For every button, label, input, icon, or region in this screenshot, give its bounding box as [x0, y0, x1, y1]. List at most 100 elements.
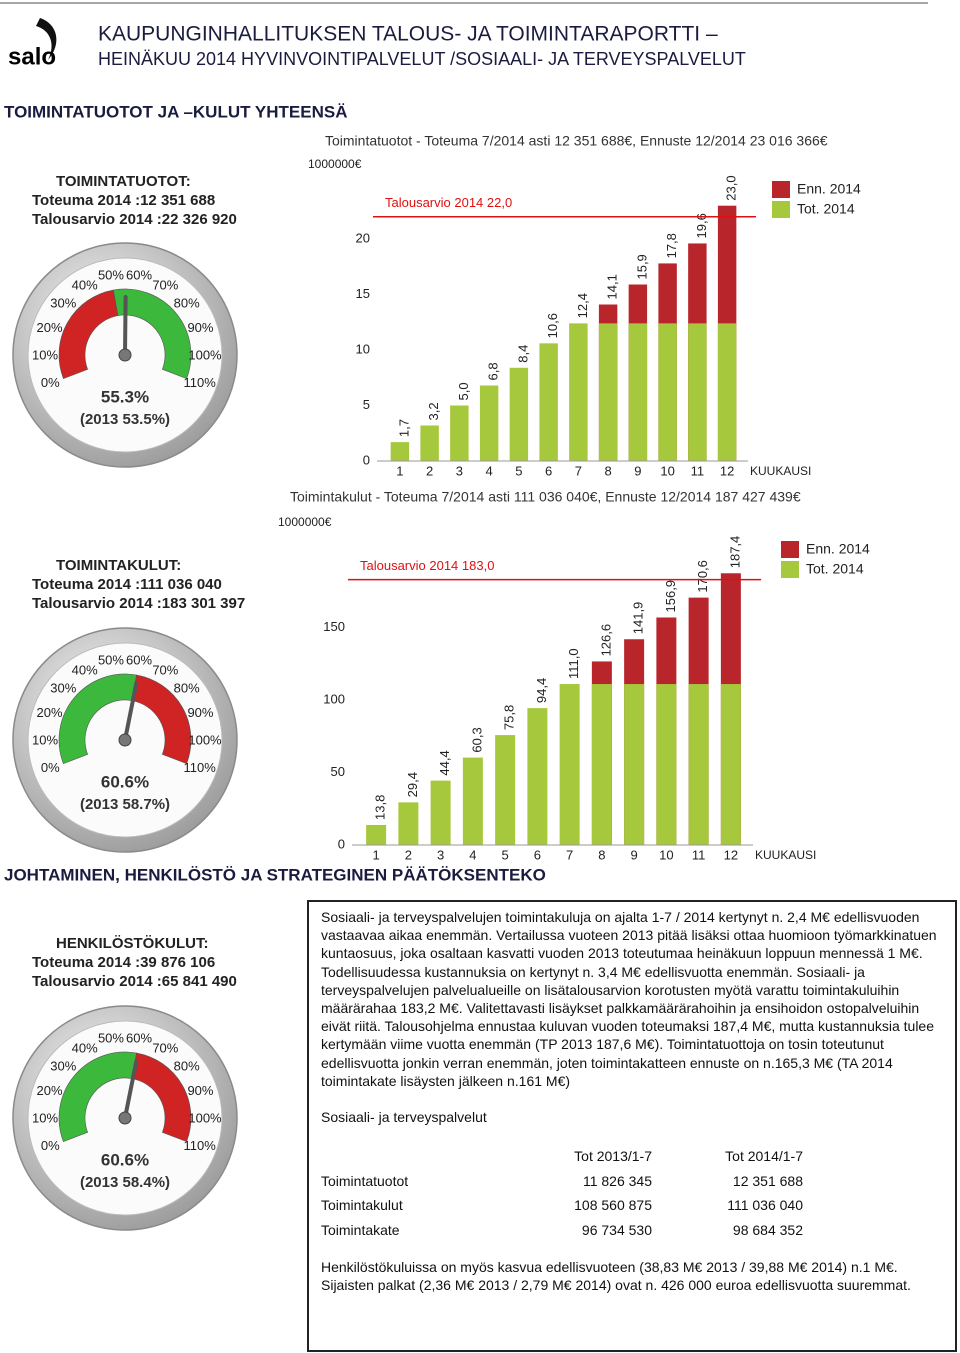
- gauge-needle: [123, 295, 128, 357]
- gauge-tick-label: 40%: [72, 1040, 98, 1055]
- cell: 111 036 040: [727, 1197, 803, 1214]
- gauge-tick-label: 20%: [37, 1083, 63, 1098]
- unit-label: 1000000€: [278, 515, 332, 529]
- x-tick-label: 3: [437, 847, 444, 862]
- value-label: 6,8: [486, 362, 501, 380]
- gauge-value: 55.3%: [101, 387, 149, 406]
- value-label: 29,4: [405, 772, 420, 797]
- value-label: 19,6: [694, 213, 709, 238]
- value-label: 111,0: [566, 648, 581, 679]
- bar: [656, 684, 677, 845]
- gauge-tick-label: 50%: [98, 268, 124, 283]
- value-label: 14,1: [605, 274, 620, 299]
- bar: [559, 684, 580, 845]
- gauge-tick-label: 110%: [184, 760, 217, 775]
- value-label: 17,8: [664, 233, 679, 258]
- gauge-tick-label: 30%: [50, 681, 76, 696]
- value-label: 170,6: [695, 560, 710, 593]
- value-label: 15,9: [634, 254, 649, 279]
- gauge-tick-label: 110%: [184, 375, 217, 390]
- gauge-tick-label: 0%: [41, 1138, 60, 1153]
- bar: [509, 367, 529, 461]
- report-title: KAUPUNGINHALLITUKSEN TALOUS- JA TOIMINTA…: [98, 23, 718, 46]
- x-tick-label: 1: [396, 463, 403, 478]
- budget-label: Talousarvio 2014 183,0: [360, 558, 494, 573]
- gauge-previous: (2013 58.7%): [80, 796, 170, 813]
- report-subtitle: HEINÄKUU 2014 HYVINVOINTIPALVELUT /SOSIA…: [98, 49, 746, 69]
- x-tick-label: 4: [486, 463, 493, 478]
- column-header: Tot 2014/1-7: [725, 1148, 803, 1165]
- x-tick-label: 11: [691, 463, 705, 478]
- gauge-tick-label: 90%: [187, 1083, 213, 1098]
- x-tick-label: 6: [534, 847, 541, 862]
- row-label: Toimintakate: [321, 1221, 400, 1238]
- y-tick-label: 15: [356, 286, 370, 301]
- y-tick-label: 0: [363, 452, 370, 467]
- legend-swatch: [772, 181, 790, 198]
- value-label: 60,3: [469, 727, 484, 752]
- paragraph: Sosiaali- ja terveyspalvelut: [321, 1109, 487, 1126]
- gauge-tick-label: 10%: [32, 348, 58, 363]
- cell: 98 684 352: [732, 1221, 803, 1238]
- paragraph: Sosiaali- ja terveyspalvelujen toimintak…: [321, 909, 937, 1089]
- y-tick-label: 150: [323, 619, 345, 634]
- gauge-tick-label: 30%: [50, 1059, 76, 1074]
- x-tick-label: 5: [515, 463, 522, 478]
- bar: [450, 405, 469, 461]
- bar: [591, 684, 612, 845]
- bar: [569, 323, 588, 461]
- legend-label: Tot. 2014: [797, 201, 855, 217]
- bar: [495, 735, 516, 845]
- gauge-tick-label: 80%: [174, 1059, 200, 1074]
- bar: [462, 757, 483, 845]
- gauge-tick-label: 60%: [126, 268, 152, 283]
- gauge-previous: (2013 53.5%): [80, 411, 170, 428]
- gauge-tick-label: 20%: [37, 705, 63, 720]
- unit-label: 1000000€: [308, 157, 362, 171]
- gauge-band: [131, 1052, 192, 1143]
- gauge-tick-label: 20%: [37, 320, 63, 335]
- needle-cap: [118, 733, 132, 747]
- bar: [720, 684, 741, 845]
- gauge-line: Toteuma 2014 :39 876 106: [32, 954, 215, 971]
- column-header: Tot 2013/1-7: [574, 1148, 652, 1165]
- legend-label: Enn. 2014: [797, 181, 861, 197]
- x-tick-label: 1: [373, 847, 380, 862]
- logo: salo: [8, 43, 56, 70]
- gauge-title: HENKILÖSTÖKULUT:: [56, 935, 209, 952]
- x-tick-label: 7: [566, 847, 573, 862]
- x-tick-label: 2: [426, 463, 433, 478]
- gauge-tick-label: 100%: [188, 1111, 222, 1126]
- gauge-tick-label: 10%: [32, 1111, 58, 1126]
- value-label: 23,0: [724, 175, 739, 200]
- legend-label: Tot. 2014: [806, 561, 864, 577]
- gauge-tick-label: 80%: [174, 681, 200, 696]
- x-tick-label: 6: [545, 463, 552, 478]
- gauge-tick-label: 10%: [32, 733, 58, 748]
- gauge-tick-label: 40%: [72, 277, 98, 292]
- value-label: 3,2: [426, 402, 441, 420]
- bar: [628, 323, 648, 461]
- x-tick-label: 12: [724, 847, 738, 862]
- gauge-tick-label: 0%: [41, 760, 60, 775]
- value-label: 94,4: [534, 678, 549, 703]
- gauge-line: Toteuma 2014 :111 036 040: [32, 576, 222, 593]
- legend-label: Enn. 2014: [806, 541, 870, 557]
- gauge-tick-label: 80%: [174, 296, 200, 311]
- y-tick-label: 50: [331, 764, 345, 779]
- gauge-title: TOIMINTATUOTOT:: [56, 173, 191, 190]
- bar: [658, 323, 677, 461]
- gauge-tick-label: 40%: [72, 662, 98, 677]
- legend-swatch: [781, 561, 799, 578]
- cell: 108 560 875: [574, 1197, 652, 1214]
- gauge-line: Talousarvio 2014 :22 326 920: [32, 211, 237, 228]
- x-axis-label: KUUKAUSI: [755, 848, 816, 862]
- legend-swatch: [781, 541, 799, 558]
- chart-title: Toimintatuotot - Toteuma 7/2014 asti 12 …: [325, 133, 828, 149]
- gauge-tick-label: 0%: [41, 375, 60, 390]
- gauge-tick-label: 90%: [187, 320, 213, 335]
- value-label: 1,7: [396, 419, 411, 437]
- x-tick-label: 10: [660, 463, 674, 478]
- needle-cap: [118, 348, 132, 362]
- paragraph: Henkilöstökuluissa on myös kasvua edelli…: [321, 1259, 911, 1294]
